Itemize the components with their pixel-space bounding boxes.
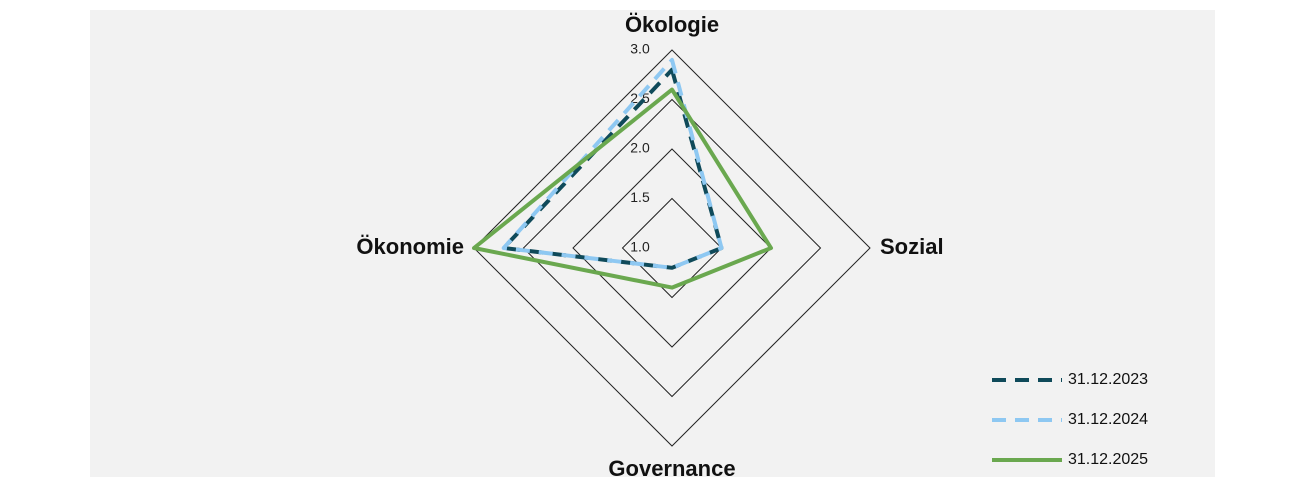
grid-ring — [522, 98, 822, 398]
legend-label: 31.12.2023 — [1068, 371, 1148, 388]
r-tick-label: 1.0 — [630, 239, 650, 255]
r-tick-label: 1.5 — [630, 189, 650, 205]
series-line — [501, 67, 724, 270]
grid-ring — [572, 148, 772, 348]
r-tick-label: 2.0 — [630, 140, 650, 156]
series-line — [472, 87, 773, 290]
r-tick-label: 3.0 — [630, 41, 650, 57]
plot-background — [90, 10, 1215, 477]
r-tick-label: 2.5 — [630, 90, 650, 106]
legend-label: 31.12.2025 — [1068, 451, 1148, 468]
axis-label: Ökonomie — [356, 234, 464, 259]
axis-label: Ökologie — [625, 12, 719, 37]
axis-label: Governance — [608, 456, 735, 477]
grid-ring — [621, 197, 723, 299]
legend-label: 31.12.2024 — [1068, 411, 1148, 428]
grid-ring — [473, 49, 871, 447]
axis-label: Sozial — [880, 234, 944, 259]
